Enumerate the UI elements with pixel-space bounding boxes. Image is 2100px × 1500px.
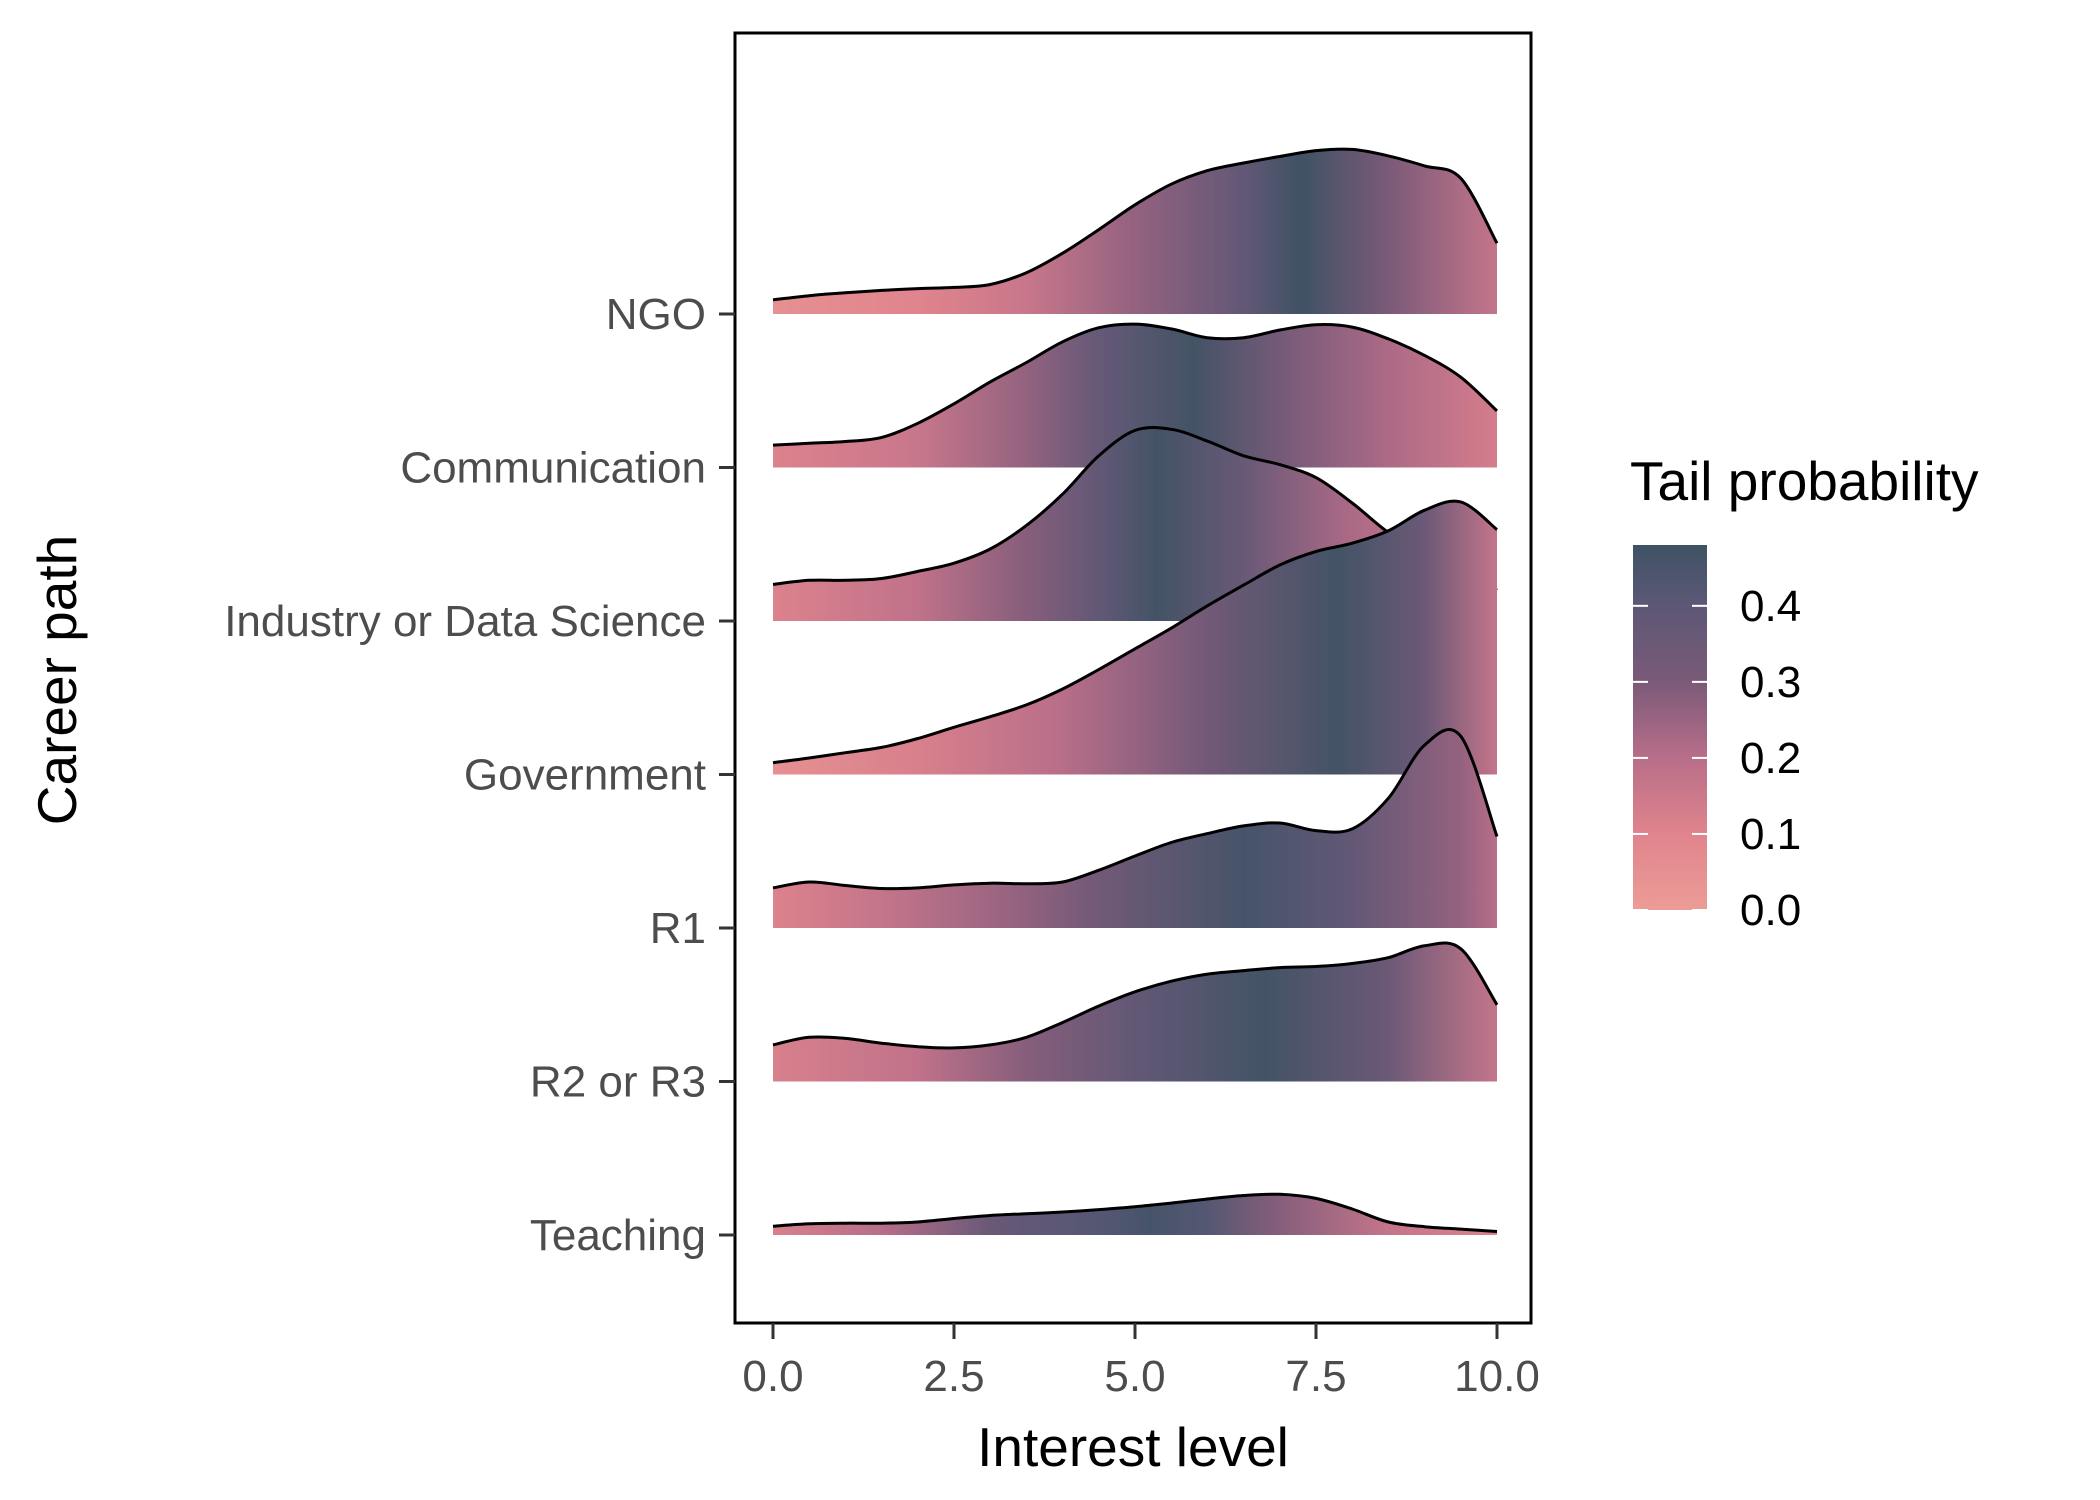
y-tick-label: Teaching [530,1211,706,1260]
x-axis: 0.0 2.5 5.0 7.5 10.0 [742,1323,1540,1401]
x-tick-label: 2.5 [923,1352,984,1401]
ridge-fill-ngo [773,149,1497,314]
y-axis-title: Career path [26,535,88,825]
legend-tick-label: 0.0 [1740,886,1801,935]
y-tick-label: R2 or R3 [530,1058,706,1107]
ridge-r2-or-r3 [772,941,1499,1082]
y-tick-label: Communication [400,444,706,493]
ridge-fill-teaching [773,1194,1497,1235]
ridge-outline-government [772,499,1498,765]
y-tick-label: Industry or Data Science [224,597,706,646]
y-tick-label: NGO [606,290,706,339]
legend-colorbar [1633,545,1707,910]
legend-tick-label: 0.3 [1740,658,1801,707]
ridge-ngo [772,147,1499,314]
y-tick-label: Government [464,751,706,800]
ridge-government [772,499,1498,775]
ridge-outline-teaching [772,1192,1498,1233]
ridge-fill-r1 [773,729,1497,928]
ridge-outline-r2-or-r3 [772,941,1499,1050]
x-tick-label: 7.5 [1285,1352,1346,1401]
legend-ticks: 0.0 0.1 0.2 0.3 0.4 [1633,582,1801,935]
ridge-fill-r2-or-r3 [773,942,1497,1082]
x-axis-title: Interest level [977,1416,1289,1478]
y-axis: Teaching R2 or R3 R1 Government Industry or … [224,290,735,1260]
x-tick-label: 10.0 [1454,1352,1540,1401]
ridge-outline-r1 [772,728,1499,891]
ridge-outline-communication [772,322,1499,447]
ridge-r1 [772,728,1499,928]
panel-border [733,31,1533,1325]
ridge-communication [772,322,1499,468]
y-tick-label: R1 [650,904,706,953]
ridge-fill-government [773,501,1497,775]
ridges-group [772,147,1499,1235]
x-tick-label: 0.0 [742,1352,803,1401]
ridge-outline-industry-or-data-science [772,426,1498,592]
legend-title: Tail probability [1630,450,1979,512]
x-tick-label: 5.0 [1104,1352,1165,1401]
legend: Tail probability 0.0 0.1 0.2 0.3 0.4 [1630,450,1979,935]
legend-tick-label: 0.2 [1740,734,1801,783]
ridge-outline-ngo [772,147,1499,302]
legend-tick-label: 0.1 [1740,810,1801,859]
legend-tick-label: 0.4 [1740,582,1801,631]
ridge-fill-communication [773,324,1497,468]
ridge-teaching [772,1192,1498,1235]
